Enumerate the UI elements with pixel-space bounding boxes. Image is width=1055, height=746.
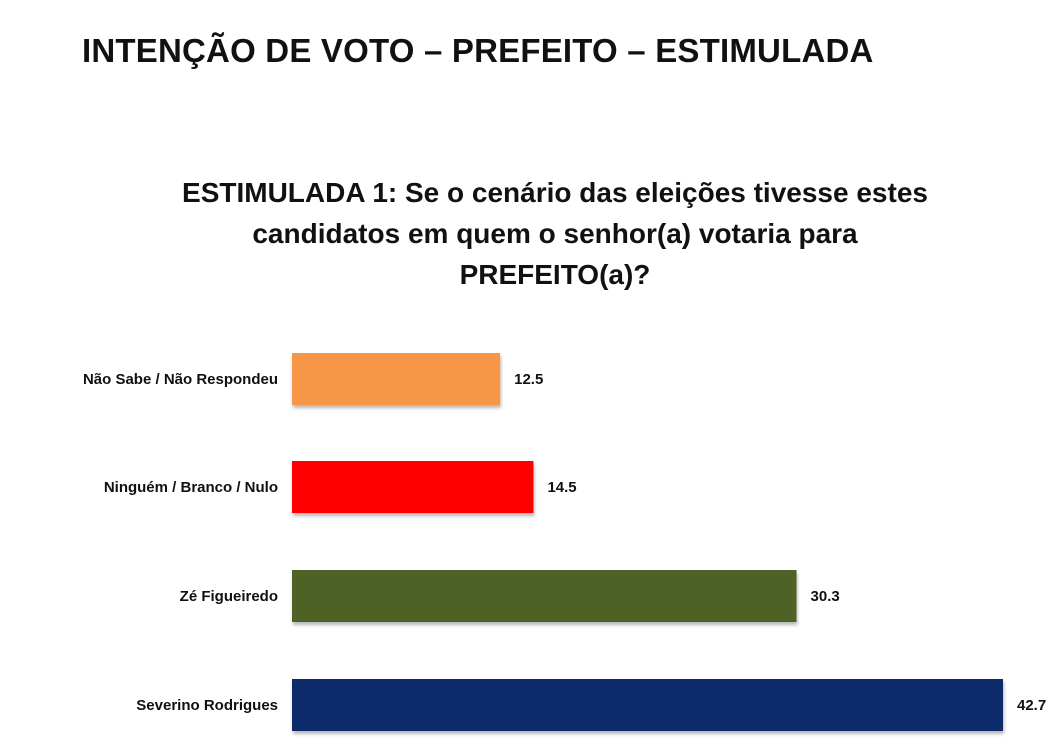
category-label-severino-rodrigues: Severino Rodrigues — [136, 697, 278, 714]
bars-layer: Não Sabe / Não Respondeu 12.5 Ninguém / Br… — [83, 353, 1046, 731]
bar-nao-sabe-nao-respondeu — [292, 353, 501, 405]
question-line-3: PREFEITO(a)? — [459, 259, 651, 290]
bar-ze-figueiredo — [292, 570, 797, 622]
question-line-2: candidatos em quem o senhor(a) votaria p… — [252, 218, 858, 249]
question-text: ESTIMULADA 1: Se o cenário das eleições … — [120, 172, 990, 295]
bar-ninguem-branco-nulo — [292, 461, 534, 513]
question-line-1: ESTIMULADA 1: Se o cenário das eleições … — [182, 177, 928, 208]
value-label-severino-rodrigues: 42.7 — [1017, 697, 1046, 714]
category-label-ze-figueiredo: Zé Figueiredo — [180, 588, 278, 605]
category-label-ninguem-branco-nulo: Ninguém / Branco / Nulo — [104, 479, 278, 496]
value-label-nao-sabe-nao-respondeu: 12.5 — [514, 371, 543, 388]
bar-severino-rodrigues — [292, 679, 1003, 731]
page-title: INTENÇÃO DE VOTO – PREFEITO – ESTIMULADA — [82, 32, 874, 69]
value-label-ninguem-branco-nulo: 14.5 — [547, 479, 576, 496]
category-label-nao-sabe-nao-respondeu: Não Sabe / Não Respondeu — [83, 371, 278, 388]
value-label-ze-figueiredo: 30.3 — [811, 588, 840, 605]
